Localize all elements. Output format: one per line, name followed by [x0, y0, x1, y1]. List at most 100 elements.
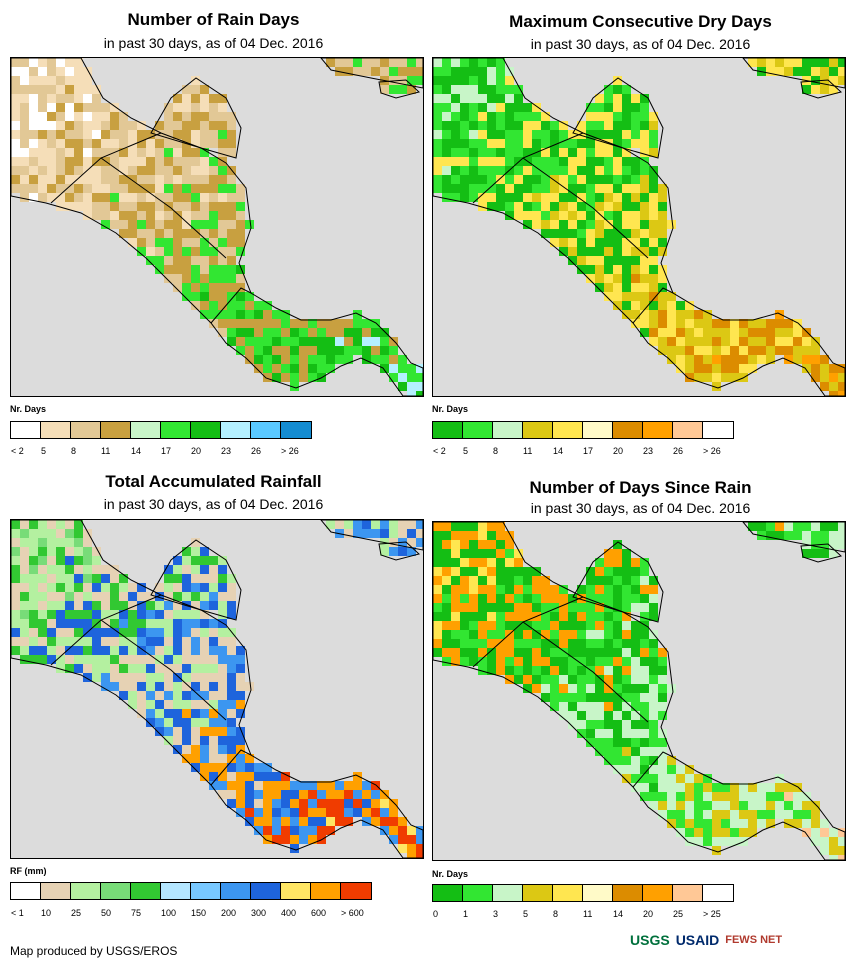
map-cell [604, 630, 613, 639]
map-cell [155, 628, 164, 637]
map-cell [182, 184, 191, 193]
map-cell [353, 529, 362, 538]
map-cell [784, 67, 793, 76]
legend-label: 23 [221, 446, 232, 456]
map-cell [326, 808, 335, 817]
map-rain-days[interactable] [10, 57, 424, 397]
map-cell [550, 211, 559, 220]
map-cell [407, 67, 416, 76]
map-cell [200, 547, 209, 556]
map-cell [622, 594, 631, 603]
map-cell [218, 175, 227, 184]
map-cell [514, 675, 523, 684]
map-cell [56, 637, 65, 646]
map-cell [191, 592, 200, 601]
map-cell [227, 781, 236, 790]
map-cell [344, 337, 353, 346]
map-cell [11, 646, 20, 655]
map-cell [748, 810, 757, 819]
map-cell [568, 630, 577, 639]
map-cell [335, 520, 344, 529]
map-cell [83, 565, 92, 574]
map-cell [550, 193, 559, 202]
map-cell [820, 355, 829, 364]
map-cell [254, 799, 263, 808]
map-cell [604, 130, 613, 139]
map-cell [110, 583, 119, 592]
map-cell [721, 355, 730, 364]
map-cell [541, 148, 550, 157]
map-cell [362, 781, 371, 790]
map-cell [137, 583, 146, 592]
map-cell [442, 148, 451, 157]
map-cell [263, 835, 272, 844]
map-cell [218, 592, 227, 601]
map-cell [29, 610, 38, 619]
map-cell [820, 58, 829, 67]
map-cell [469, 558, 478, 567]
map-cell [541, 630, 550, 639]
map-cell [622, 576, 631, 585]
map-days-since-rain[interactable] [432, 521, 846, 861]
map-cell [829, 549, 838, 558]
map-cell [802, 549, 811, 558]
map-cell [505, 612, 514, 621]
map-cell [640, 675, 649, 684]
map-total-rainfall[interactable] [10, 519, 424, 859]
legend-label: 26 [251, 446, 262, 456]
map-cell [218, 565, 227, 574]
map-cell [442, 112, 451, 121]
map-cell [613, 756, 622, 765]
map-cell [487, 585, 496, 594]
map-cell [505, 585, 514, 594]
map-cell [649, 756, 658, 765]
map-cell [371, 817, 380, 826]
country-border [800, 79, 843, 99]
legend-label: 8 [71, 446, 77, 456]
map-cell [451, 85, 460, 94]
map-cell [110, 637, 119, 646]
map-cell [218, 274, 227, 283]
map-cell [757, 337, 766, 346]
map-cell [748, 337, 757, 346]
map-cell [191, 94, 200, 103]
map-cell [92, 628, 101, 637]
map-cell [559, 621, 568, 630]
map-cell [20, 76, 29, 85]
map-cell [604, 576, 613, 585]
map-cell [317, 799, 326, 808]
map-cell [640, 310, 649, 319]
map-cell [595, 256, 604, 265]
map-cell [811, 549, 820, 558]
map-cell [541, 184, 550, 193]
map-cell [766, 67, 775, 76]
map-dry-days[interactable] [432, 57, 846, 397]
map-cell [739, 783, 748, 792]
map-cell [146, 655, 155, 664]
map-cell [416, 76, 423, 85]
map-cell [487, 549, 496, 558]
map-cell [227, 319, 236, 328]
map-cell [766, 531, 775, 540]
map-cell [209, 184, 218, 193]
map-cell [47, 112, 56, 121]
map-cell [119, 673, 128, 682]
map-cell [649, 139, 658, 148]
map-cell [56, 646, 65, 655]
map-cell [65, 193, 74, 202]
map-cell [622, 301, 631, 310]
map-cell [191, 736, 200, 745]
map-cell [505, 549, 514, 558]
map-cell [65, 547, 74, 556]
map-cell [29, 547, 38, 556]
map-cell [317, 337, 326, 346]
map-cell [523, 211, 532, 220]
map-cell [631, 292, 640, 301]
legend-swatch [11, 883, 41, 899]
map-cell [649, 729, 658, 738]
map-cell [74, 628, 83, 637]
map-cell [218, 556, 227, 565]
map-cell [604, 585, 613, 594]
map-cell [433, 94, 442, 103]
map-cell [613, 193, 622, 202]
